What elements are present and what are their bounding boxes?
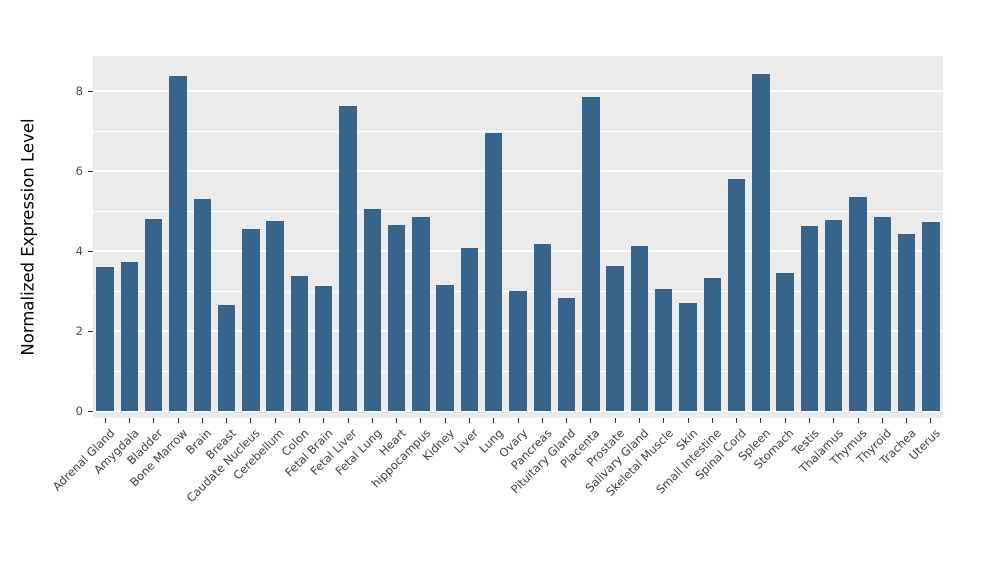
plot-panel [93,56,943,418]
x-tick-mark [833,418,835,423]
x-tick-mark [736,418,738,423]
y-tick-mark [88,251,93,252]
bar-skeletal-muscle [654,289,673,411]
x-tick-mark [906,418,908,423]
gridline-minor [93,210,943,212]
bar-liver [460,247,479,411]
x-tick-mark [760,418,762,423]
y-tick-label: 2 [75,323,83,338]
bar-small-intestine [703,278,722,411]
bar-kidney [436,285,454,411]
x-tick-mark [638,418,640,423]
x-tick-mark [687,418,689,423]
x-tick-mark [541,418,543,423]
bar-cerebellum [266,221,284,411]
bar-thalamus [824,219,843,411]
x-tick-mark [420,418,422,423]
bar-stomach [776,273,794,411]
bar-pituitary-gland [557,298,576,411]
x-tick-mark [250,418,252,423]
bar-heart [387,224,406,411]
x-tick-mark [226,418,228,423]
bar-brain [193,199,212,411]
gridline-major [93,90,943,92]
x-tick-mark [663,418,665,423]
bar-uterus [922,222,940,411]
y-tick-label: 0 [75,403,83,418]
bar-hippocampus [412,217,430,411]
x-tick-mark [128,418,130,423]
bar-prostate [606,266,624,411]
x-tick-mark [201,418,203,423]
y-tick-mark [88,171,93,172]
bar-skin [679,303,697,411]
x-tick-mark [104,418,106,423]
y-tick-label: 8 [75,83,83,98]
bar-thyroid [873,216,892,411]
x-tick-mark [857,418,859,423]
x-tick-mark [784,418,786,423]
x-tick-mark [468,418,470,423]
bar-spinal-cord [727,179,746,411]
y-tick-mark [88,331,93,332]
bar-adrenal-gland [96,267,114,411]
bar-fetal-lung [363,208,382,411]
x-tick-mark [493,418,495,423]
y-tick-label: 4 [75,243,83,258]
bar-caudate-nucleus [242,228,260,411]
x-tick-mark [274,418,276,423]
y-axis-title: Normalized Expression Level [18,118,38,356]
bar-placenta [582,97,600,411]
y-tick-mark [88,91,93,92]
x-tick-mark [153,418,155,423]
x-tick-mark [808,418,810,423]
bar-ovary [509,291,527,411]
gridline-minor [93,130,943,132]
bar-fetal-brain [314,286,333,411]
y-tick-mark [88,411,93,412]
x-tick-mark [371,418,373,423]
bar-testis [800,226,819,411]
x-tick-mark [566,418,568,423]
x-tick-mark [711,418,713,423]
gridline-major [93,250,943,252]
x-tick-mark [323,418,325,423]
x-tick-mark [444,418,446,423]
bar-breast [217,305,236,411]
x-tick-mark [517,418,519,423]
x-tick-mark [347,418,349,423]
x-tick-label: Liver [451,426,482,456]
bar-amygdala [120,262,139,411]
gridline-major [93,170,943,172]
bar-bone-marrow [169,75,187,411]
x-tick-mark [590,418,592,423]
bar-bladder [144,219,163,411]
x-tick-mark [930,418,932,423]
x-tick-mark [614,418,616,423]
bar-lung [484,133,503,411]
x-tick-mark [396,418,398,423]
bar-thymus [849,197,867,411]
x-tick-mark [177,418,179,423]
bar-fetal-liver [339,106,357,411]
bar-spleen [752,74,770,411]
bar-salivary-gland [630,246,649,411]
x-tick-mark [881,418,883,423]
bar-trachea [897,234,916,411]
bar-colon [290,275,309,411]
y-tick-label: 6 [75,163,83,178]
bar-pancreas [533,243,552,411]
x-tick-mark [298,418,300,423]
gridline-major [93,410,943,412]
